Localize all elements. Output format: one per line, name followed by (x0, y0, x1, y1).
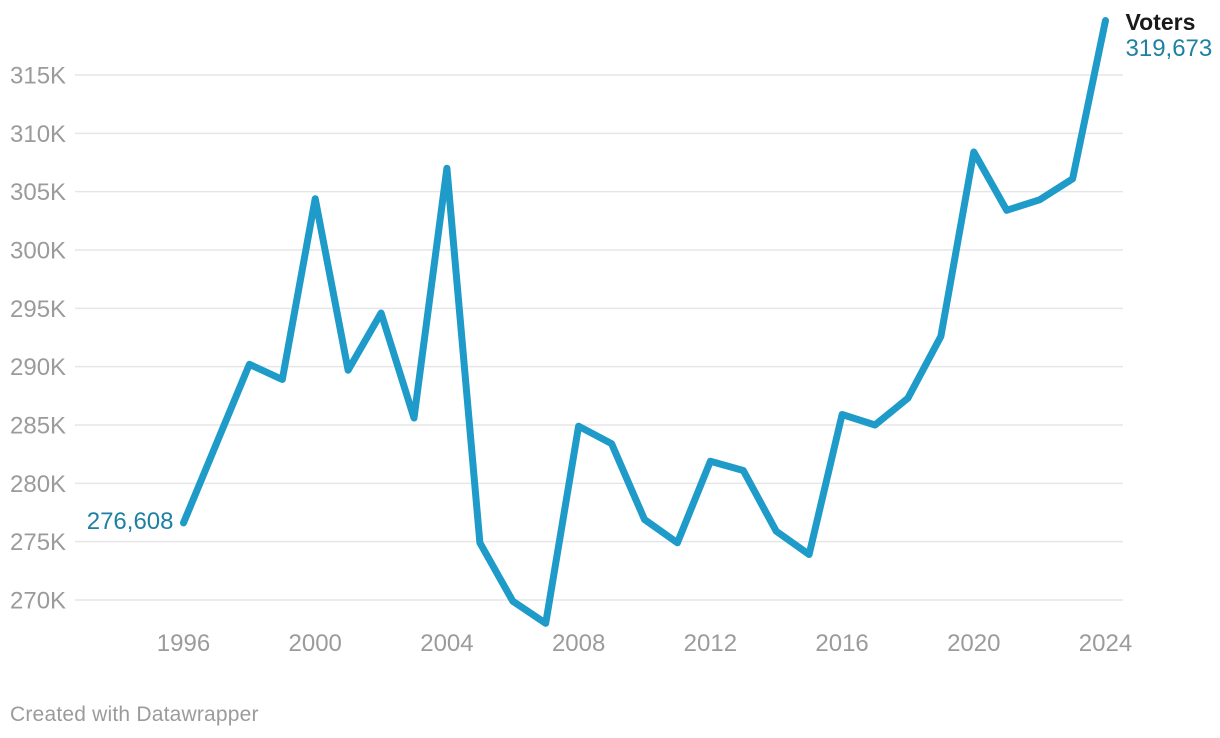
x-tick-label: 2004 (420, 630, 473, 657)
end-value-label: 319,673 (1126, 35, 1213, 62)
x-tick-label: 1996 (157, 630, 210, 657)
x-tick-label: 2020 (947, 630, 1000, 657)
x-tick-label: 2000 (289, 630, 342, 657)
x-tick-label: 2024 (1079, 630, 1132, 657)
y-tick-label: 305K (10, 179, 66, 206)
x-tick-label: 2012 (684, 630, 737, 657)
x-tick-label: 2016 (815, 630, 868, 657)
y-tick-label: 290K (10, 354, 66, 381)
y-tick-label: 285K (10, 413, 66, 440)
datawrapper-attribution: Created with Datawrapper (10, 703, 259, 726)
y-tick-label: 310K (10, 121, 66, 148)
start-value-label: 276,608 (87, 508, 174, 535)
x-tick-label: 2008 (552, 630, 605, 657)
y-tick-label: 300K (10, 238, 66, 265)
y-tick-label: 295K (10, 296, 66, 323)
y-tick-label: 315K (10, 63, 66, 90)
y-tick-label: 280K (10, 471, 66, 498)
y-tick-label: 270K (10, 588, 66, 615)
y-tick-label: 275K (10, 529, 66, 556)
voters-series-line (180, 17, 1109, 627)
series-name-label: Voters (1126, 9, 1196, 35)
